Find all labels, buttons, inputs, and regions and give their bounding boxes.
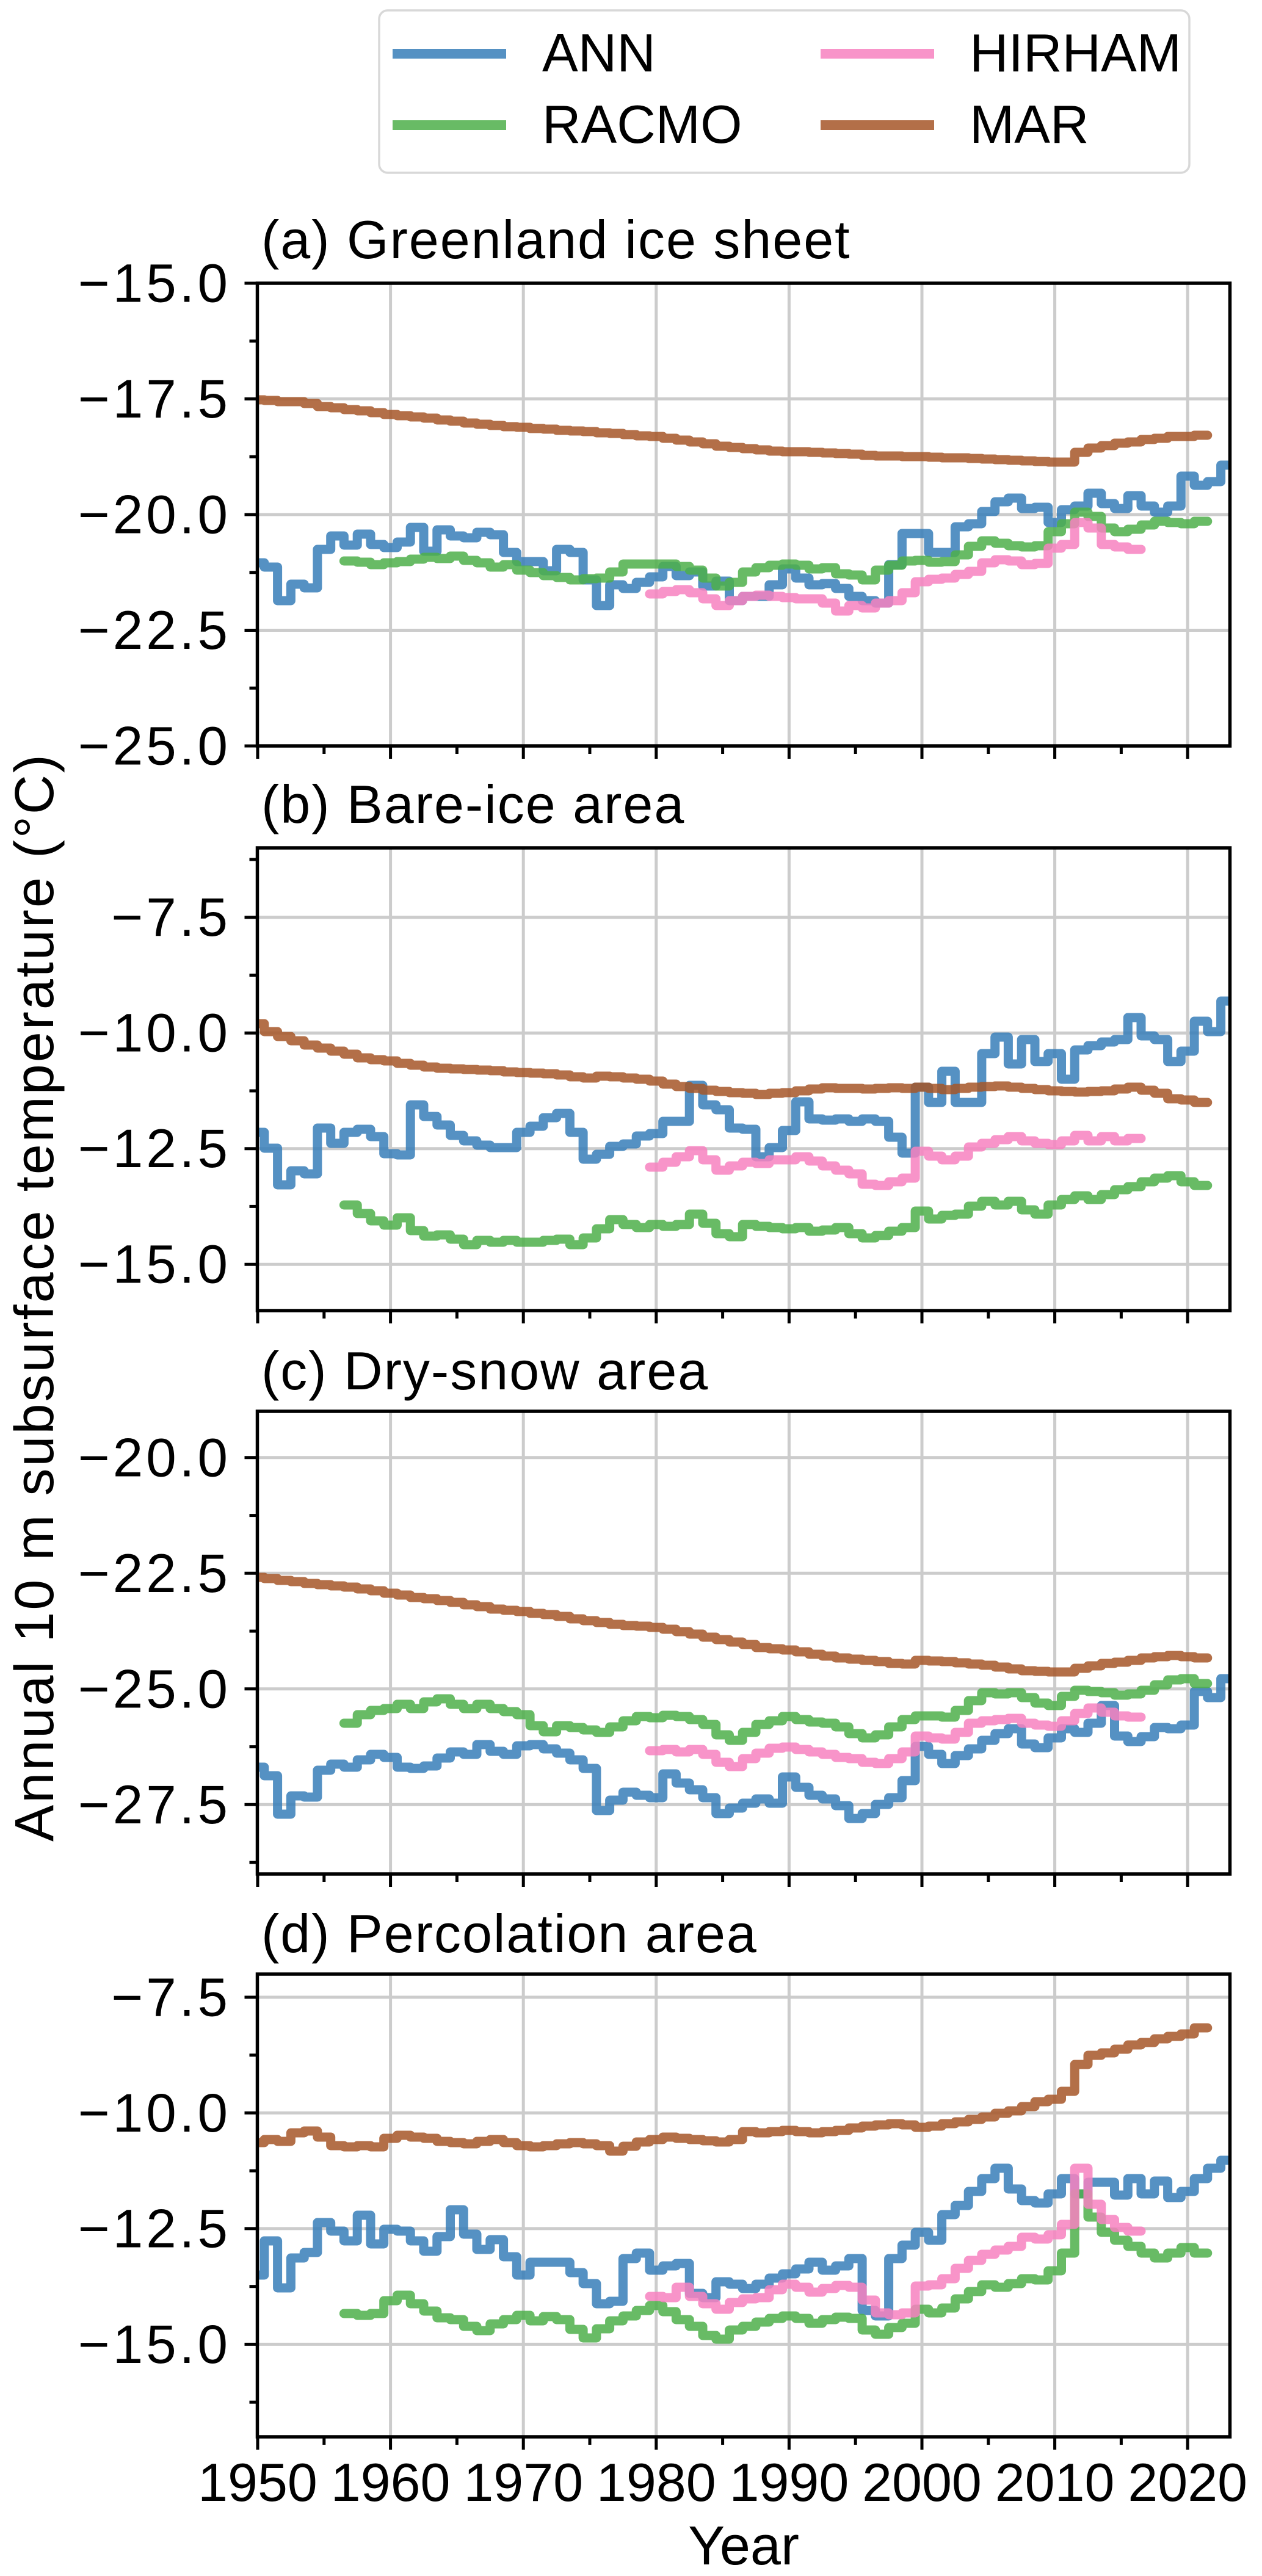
svg-text:(d) Percolation area: (d) Percolation area xyxy=(261,1903,758,1964)
svg-text:−20.0: −20.0 xyxy=(78,484,231,545)
svg-text:2000: 2000 xyxy=(862,2452,982,2513)
svg-text:HIRHAM: HIRHAM xyxy=(970,23,1181,83)
svg-text:Year: Year xyxy=(688,2516,799,2576)
svg-text:1960: 1960 xyxy=(331,2452,451,2513)
svg-text:1990: 1990 xyxy=(730,2452,849,2513)
svg-text:MAR: MAR xyxy=(970,94,1089,154)
svg-text:1970: 1970 xyxy=(463,2452,583,2513)
svg-text:−20.0: −20.0 xyxy=(78,1427,231,1488)
svg-text:−7.5: −7.5 xyxy=(111,1966,231,2027)
svg-text:−7.5: −7.5 xyxy=(111,886,231,947)
svg-text:ANN: ANN xyxy=(542,23,656,83)
svg-text:−12.5: −12.5 xyxy=(78,2198,231,2259)
svg-text:2010: 2010 xyxy=(995,2452,1115,2513)
svg-text:−10.0: −10.0 xyxy=(78,1002,231,1063)
svg-text:1950: 1950 xyxy=(198,2452,317,2513)
svg-text:−17.5: −17.5 xyxy=(78,368,231,429)
svg-text:RACMO: RACMO xyxy=(542,94,742,154)
svg-text:(c) Dry-snow area: (c) Dry-snow area xyxy=(261,1340,709,1401)
svg-text:−22.5: −22.5 xyxy=(78,599,231,660)
svg-text:−27.5: −27.5 xyxy=(78,1774,231,1835)
svg-text:−10.0: −10.0 xyxy=(78,2082,231,2143)
svg-text:−25.0: −25.0 xyxy=(78,1658,231,1719)
svg-text:−12.5: −12.5 xyxy=(78,1118,231,1179)
svg-text:(a) Greenland ice sheet: (a) Greenland ice sheet xyxy=(261,209,851,270)
svg-text:−22.5: −22.5 xyxy=(78,1543,231,1604)
svg-text:−25.0: −25.0 xyxy=(78,715,231,776)
svg-text:(b) Bare-ice area: (b) Bare-ice area xyxy=(261,774,685,834)
svg-text:2020: 2020 xyxy=(1128,2452,1247,2513)
svg-text:−15.0: −15.0 xyxy=(78,253,231,314)
svg-text:Annual 10 m subsurface tempera: Annual 10 m subsurface temperature (°C) xyxy=(4,753,65,1842)
svg-text:−15.0: −15.0 xyxy=(78,2314,231,2375)
svg-text:1980: 1980 xyxy=(597,2452,716,2513)
svg-text:−15.0: −15.0 xyxy=(78,1234,231,1295)
